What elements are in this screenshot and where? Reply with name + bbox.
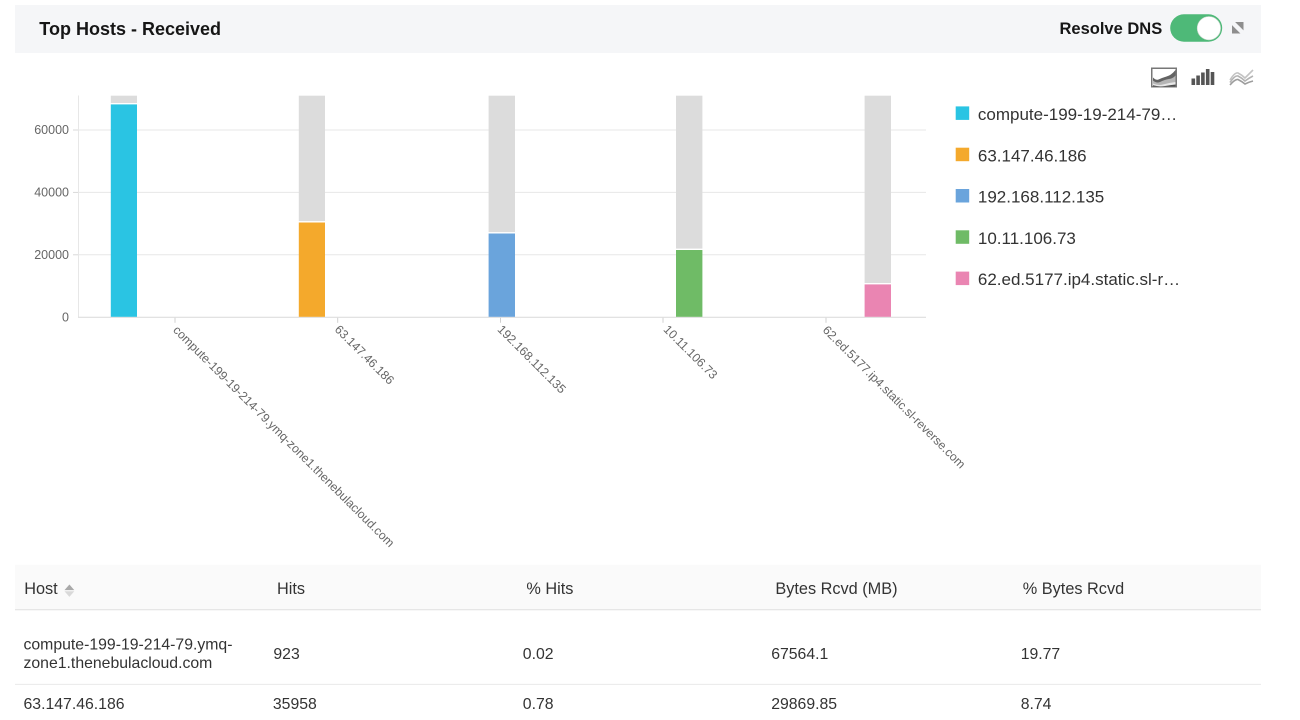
svg-text:63.147.46.186: 63.147.46.186	[24, 696, 125, 713]
svg-text:% Hits: % Hits	[526, 580, 573, 598]
svg-text:20000: 20000	[34, 248, 69, 262]
svg-text:67564.1: 67564.1	[771, 646, 828, 663]
svg-text:zone1.thenebulacloud.com: zone1.thenebulacloud.com	[24, 655, 213, 672]
svg-text:192.168.112.135: 192.168.112.135	[495, 322, 569, 396]
svg-text:29869.85: 29869.85	[771, 696, 837, 713]
svg-text:Resolve DNS: Resolve DNS	[1060, 20, 1163, 38]
svg-text:Hits: Hits	[277, 580, 305, 598]
svg-text:Host: Host	[24, 580, 58, 598]
svg-text:60000: 60000	[34, 123, 69, 137]
svg-text:62.ed.5177.ip4.static.sl-rever: 62.ed.5177.ip4.static.sl-reverse.com	[820, 323, 968, 471]
svg-text:62.ed.5177.ip4.static.sl-r…: 62.ed.5177.ip4.static.sl-r…	[978, 270, 1180, 289]
svg-text:compute-199-19-214-79…: compute-199-19-214-79…	[978, 105, 1177, 124]
svg-text:63.147.46.186: 63.147.46.186	[332, 322, 397, 387]
svg-text:10.11.106.73: 10.11.106.73	[661, 322, 721, 382]
svg-text:Bytes Rcvd (MB): Bytes Rcvd (MB)	[775, 580, 897, 598]
svg-text:35958: 35958	[273, 696, 317, 713]
svg-text:8.74: 8.74	[1021, 696, 1052, 713]
svg-text:Top Hosts - Received: Top Hosts - Received	[39, 19, 221, 39]
svg-text:0.78: 0.78	[523, 696, 554, 713]
svg-text:19.77: 19.77	[1021, 646, 1061, 663]
svg-text:% Bytes Rcvd: % Bytes Rcvd	[1023, 580, 1124, 598]
svg-text:40000: 40000	[34, 185, 69, 199]
svg-text:923: 923	[273, 646, 300, 663]
svg-text:63.147.46.186: 63.147.46.186	[978, 146, 1087, 165]
svg-text:0: 0	[62, 310, 69, 324]
svg-text:0.02: 0.02	[523, 646, 554, 663]
svg-text:compute-199-19-214-79.ymq-: compute-199-19-214-79.ymq-	[24, 637, 233, 654]
svg-text:192.168.112.135: 192.168.112.135	[978, 188, 1104, 207]
svg-text:10.11.106.73: 10.11.106.73	[978, 229, 1076, 248]
